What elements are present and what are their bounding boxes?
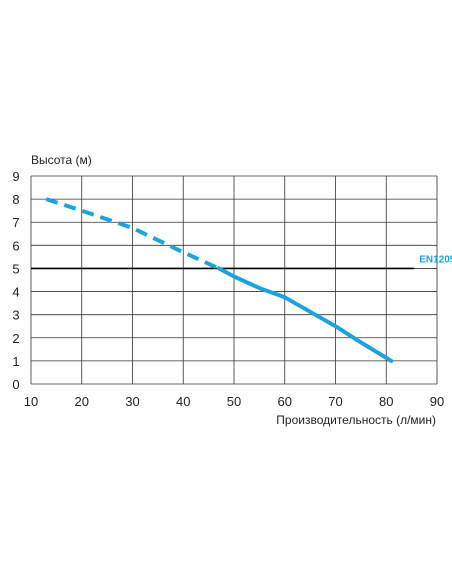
x-axis-title: Производительность (л/мин) [276, 413, 436, 427]
grid [30, 175, 438, 385]
y-tick-label-6: 6 [12, 238, 19, 253]
series-group [45, 197, 394, 363]
y-tick-label-2: 2 [12, 331, 19, 346]
y-tick-label-7: 7 [12, 215, 19, 230]
x-tick-label-40: 40 [176, 394, 190, 409]
reference-line-label: EN12050-3 [419, 254, 452, 265]
reference-line-group: EN12050-3 [31, 254, 452, 270]
y-tick-label-1: 1 [12, 354, 19, 369]
y-tick-label-8: 8 [12, 192, 19, 207]
series-line-solid [216, 266, 394, 363]
y-tick-label-0: 0 [12, 377, 19, 392]
y-tick-label-3: 3 [12, 308, 19, 323]
x-tick-label-10: 10 [24, 394, 38, 409]
series-line-dashed [45, 197, 220, 271]
y-tick-label-5: 5 [12, 261, 19, 276]
x-tick-label-70: 70 [328, 394, 342, 409]
x-tick-label-30: 30 [125, 394, 139, 409]
tick-labels: 10 20 30 40 50 60 70 80 90 0 1 2 3 4 5 6 7 8 9 [12, 169, 444, 409]
x-tick-label-20: 20 [75, 394, 89, 409]
x-tick-label-90: 90 [430, 394, 444, 409]
y-tick-label-9: 9 [12, 169, 19, 184]
x-tick-label-60: 60 [278, 394, 292, 409]
y-tick-label-4: 4 [12, 285, 19, 300]
x-tick-label-80: 80 [379, 394, 393, 409]
y-axis-title: Высота (м) [31, 153, 92, 167]
x-tick-label-50: 50 [227, 394, 241, 409]
